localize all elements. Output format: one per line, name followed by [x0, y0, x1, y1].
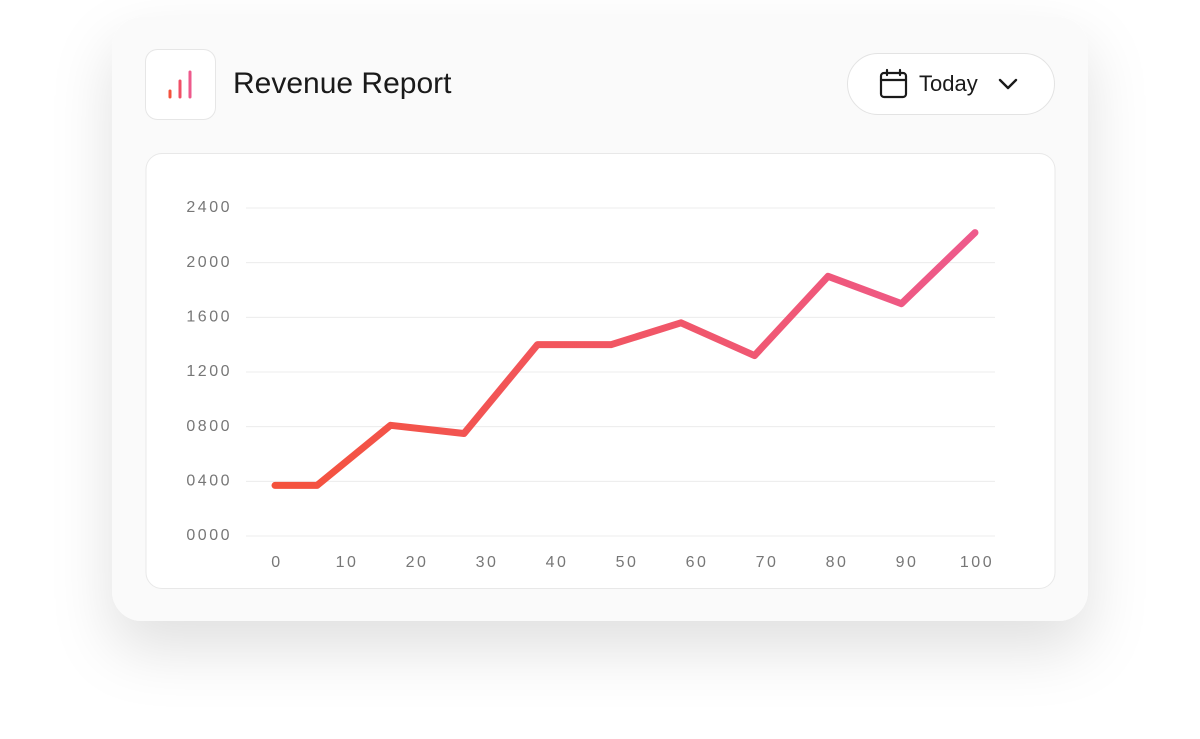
date-label[interactable]: Today — [919, 71, 978, 96]
x-tick-label: 70 — [756, 554, 779, 571]
x-tick-label: 90 — [896, 554, 919, 571]
y-tick-label: 0000 — [186, 527, 232, 544]
date-button[interactable] — [847, 53, 1055, 115]
x-tick-label: 80 — [826, 554, 849, 571]
calendar-icon — [879, 68, 908, 99]
chart-panel — [145, 153, 1056, 589]
x-tick-label: 0 — [271, 554, 282, 571]
plot: 0000 0400 0800 1200 1600 2000 2400 0 10 20 30 40 50 6… — [186, 199, 995, 571]
x-tick-label: 10 — [336, 554, 359, 571]
title: Revenue Report — [233, 67, 452, 100]
chevron[interactable] — [998, 78, 1018, 90]
y-tick-label: 2400 — [186, 199, 232, 216]
revenue-line — [271, 229, 979, 489]
x-tick-label: 60 — [686, 554, 709, 571]
y-tick-label: 0800 — [186, 418, 232, 435]
x-tick-label: 40 — [546, 554, 569, 571]
y-tick-label: 1600 — [186, 309, 232, 326]
y-tick-label: 0400 — [186, 473, 232, 490]
x-tick-label: 100 — [960, 554, 994, 571]
y-tick-label: 2000 — [186, 254, 232, 271]
x-tick-label: 20 — [406, 554, 429, 571]
chart-icon — [168, 70, 192, 99]
y-tick-label: 1200 — [186, 363, 232, 380]
x-tick-label: 30 — [476, 554, 499, 571]
x-tick-label: 50 — [616, 554, 639, 571]
